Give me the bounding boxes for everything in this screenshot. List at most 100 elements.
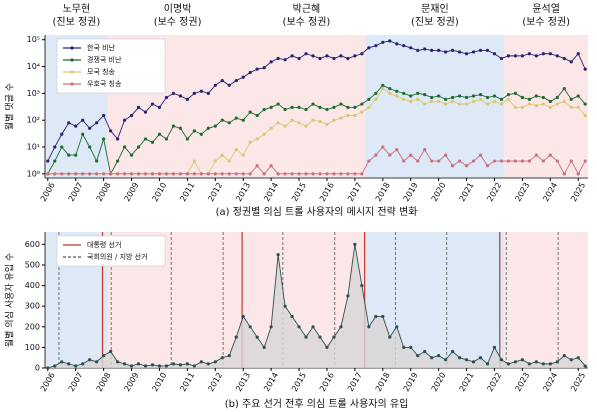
point [520, 159, 524, 163]
era-party: (보수 정권) [154, 16, 202, 28]
point [492, 159, 497, 163]
point [534, 94, 538, 98]
point [381, 40, 385, 44]
point [290, 314, 294, 319]
y-tick-label: 10³ [27, 89, 40, 98]
point [199, 89, 203, 93]
point [471, 94, 476, 98]
point [227, 83, 231, 87]
point [143, 364, 148, 368]
legend-marker [70, 46, 74, 50]
point [388, 335, 392, 339]
point [95, 360, 99, 364]
x-tick-label: 2021 [458, 371, 476, 393]
point [583, 159, 587, 163]
era-shade [365, 35, 505, 178]
point [555, 360, 559, 364]
point [109, 172, 113, 176]
point [157, 364, 162, 368]
point [562, 354, 566, 358]
legend-label: 경쟁국 비난 [87, 55, 122, 64]
point [255, 335, 259, 339]
point [81, 118, 85, 122]
point [199, 172, 203, 176]
point [548, 153, 552, 157]
point [388, 39, 392, 43]
point [290, 105, 294, 109]
point [353, 54, 357, 58]
point [227, 172, 231, 176]
point [290, 54, 294, 58]
point [423, 349, 427, 354]
point [122, 172, 127, 176]
point [485, 362, 490, 366]
point [171, 124, 176, 128]
x-tick-label: 2011 [178, 181, 196, 203]
point [555, 95, 559, 100]
point [95, 159, 99, 163]
point [213, 83, 217, 87]
point [283, 107, 287, 112]
point [520, 95, 524, 100]
point [164, 172, 169, 176]
point [74, 172, 78, 176]
point [60, 132, 64, 136]
point [353, 113, 357, 118]
point [262, 132, 266, 136]
point [318, 105, 322, 109]
point [143, 110, 148, 114]
point [157, 172, 162, 176]
point [109, 129, 113, 133]
point [318, 56, 322, 61]
point [143, 172, 148, 176]
point [464, 52, 469, 56]
x-tick-label: 2018 [374, 181, 392, 203]
point [171, 362, 176, 366]
point [444, 102, 448, 106]
point [81, 132, 85, 136]
point [471, 159, 476, 163]
point [569, 358, 573, 362]
point [534, 54, 538, 58]
point [67, 362, 71, 366]
point [157, 132, 162, 136]
point [402, 97, 406, 101]
point [499, 97, 504, 101]
point [283, 172, 287, 176]
point [332, 56, 336, 61]
y-tick-label: 400 [25, 281, 40, 290]
point [457, 94, 462, 98]
point [102, 354, 106, 358]
point [430, 48, 434, 52]
point [471, 50, 476, 54]
point [67, 121, 71, 125]
y-axis-label: 월별 댓글 수 [4, 83, 16, 130]
point [115, 360, 120, 364]
point [102, 137, 106, 141]
point [234, 116, 238, 120]
point [339, 172, 343, 176]
point [304, 172, 308, 176]
point [430, 99, 434, 104]
x-tick-label: 2011 [178, 371, 196, 393]
point [192, 91, 196, 95]
point [234, 148, 238, 152]
x-tick-label: 2006 [39, 181, 57, 203]
point [339, 102, 343, 106]
x-tick-label: 2012 [206, 371, 224, 393]
x-tick-label: 2010 [150, 181, 168, 203]
point [318, 119, 322, 124]
point [339, 325, 343, 329]
point [437, 354, 441, 358]
y-tick-label: 500 [25, 260, 40, 269]
point [150, 140, 155, 144]
x-tick-label: 2016 [318, 181, 336, 203]
point [185, 172, 189, 176]
point [562, 99, 566, 104]
x-tick-label: 2008 [95, 181, 113, 203]
point [450, 164, 455, 168]
point [276, 121, 280, 125]
point [534, 153, 538, 157]
point [583, 102, 587, 106]
